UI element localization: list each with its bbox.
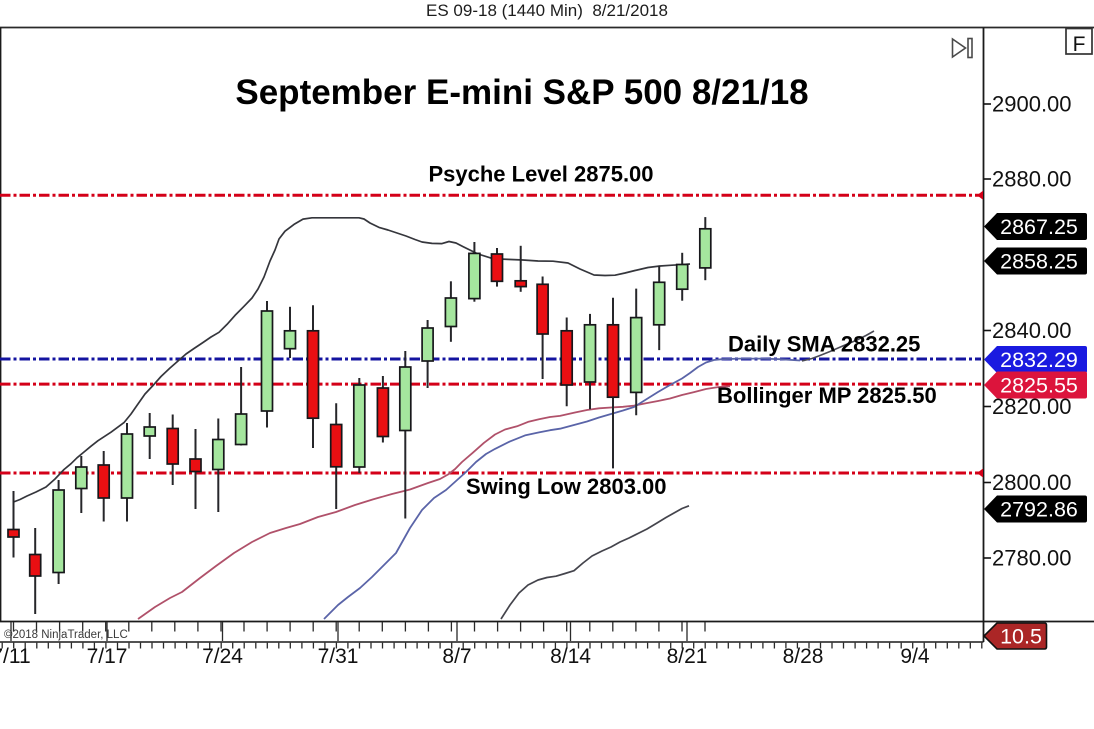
svg-text:2840.00: 2840.00: [992, 318, 1072, 343]
svg-text:7/24: 7/24: [202, 645, 243, 668]
svg-text:2900.00: 2900.00: [992, 92, 1072, 117]
svg-text:8/7: 8/7: [442, 645, 471, 668]
svg-text:7/11: 7/11: [0, 645, 31, 668]
svg-text:2832.29: 2832.29: [1000, 348, 1078, 372]
svg-text:10.5: 10.5: [1000, 625, 1042, 649]
svg-text:8/14: 8/14: [550, 645, 591, 668]
svg-text:2825.55: 2825.55: [1000, 374, 1078, 398]
svg-text:8/21: 8/21: [667, 645, 708, 668]
svg-text:ES 09-18 (1440 Min) 8/21/2018: ES 09-18 (1440 Min) 8/21/2018: [426, 1, 668, 20]
svg-text:Swing Low 2803.00: Swing Low 2803.00: [466, 474, 667, 499]
svg-text:Bollinger MP 2825.50: Bollinger MP 2825.50: [717, 383, 937, 408]
svg-text:Daily SMA 2832.25: Daily SMA 2832.25: [728, 332, 920, 357]
svg-text:2780.00: 2780.00: [992, 546, 1072, 571]
svg-text:9/4: 9/4: [900, 645, 930, 668]
svg-text:2880.00: 2880.00: [992, 167, 1072, 192]
svg-text:September E-mini S&P 500 8/21/: September E-mini S&P 500 8/21/18: [235, 73, 808, 112]
svg-text:F: F: [1073, 33, 1086, 56]
svg-text:8/28: 8/28: [783, 645, 824, 668]
svg-text:2858.25: 2858.25: [1000, 250, 1078, 274]
svg-text:7/17: 7/17: [87, 645, 128, 668]
svg-text:2792.86: 2792.86: [1000, 498, 1078, 522]
svg-text:2800.00: 2800.00: [992, 470, 1072, 495]
svg-text:Psyche Level 2875.00: Psyche Level 2875.00: [428, 162, 653, 187]
svg-text:©2018 NinjaTrader, LLC: ©2018 NinjaTrader, LLC: [4, 629, 128, 641]
svg-text:7/31: 7/31: [318, 645, 359, 668]
svg-text:2867.25: 2867.25: [1000, 215, 1078, 239]
